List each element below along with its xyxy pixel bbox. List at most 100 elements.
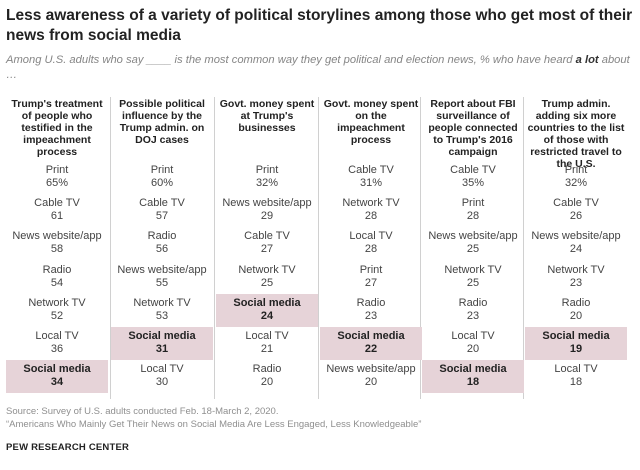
percent-value: 25 (260, 276, 274, 289)
percent-value: 20 (466, 343, 480, 355)
percent-value: 22 (364, 343, 378, 355)
column-header: Report about FBI surveillance of people … (428, 98, 518, 158)
column-header: Govt. money spent at Trump's businesses (219, 98, 315, 134)
percent-value: 36 (50, 343, 64, 355)
table-cell: Local TV 18 (525, 363, 627, 389)
column-header: Trump's treatment of people who testifie… (11, 98, 103, 158)
news-source-label: Radio (458, 296, 488, 309)
percent-value: 20 (260, 376, 274, 389)
subtitle-tail: about … (6, 54, 630, 81)
percent-value: 58 (50, 243, 64, 256)
table-cell: Local TV 30 (111, 363, 213, 389)
percent-value: 52 (50, 309, 64, 322)
news-source-label: Local TV (245, 330, 289, 342)
table-cell: Network TV 23 (525, 264, 627, 290)
column-divider (420, 97, 421, 399)
news-source-label: News website/app (12, 230, 102, 243)
table-cell: Cable TV 31% (320, 164, 422, 190)
percent-value: 20 (569, 309, 583, 322)
table-cell: Print 27 (320, 264, 422, 290)
table-cell: Social media 34 (6, 363, 108, 389)
percent-value: 18 (466, 376, 480, 389)
percent-value: 23 (364, 309, 378, 322)
column-header: Govt. money spent on the impeachment pro… (323, 98, 419, 146)
table-cell: Network TV 25 (422, 264, 524, 290)
table-cell: Network TV 53 (111, 297, 213, 323)
news-source-label: Network TV (444, 263, 502, 276)
news-source-label: Local TV (140, 363, 184, 376)
news-source-label: Cable TV (553, 197, 599, 210)
table-cell: Social media 24 (216, 297, 318, 323)
chart-title: Less awareness of a variety of political… (6, 7, 633, 44)
subtitle-emphasis: a lot (575, 54, 599, 66)
news-source-label: Radio (147, 230, 177, 243)
table-cell: Cable TV 35% (422, 164, 524, 190)
social-media-highlight (525, 327, 627, 361)
table-cell: Local TV 36 (6, 330, 108, 356)
news-source-label: Social media (23, 363, 91, 376)
table-cell: Print 28 (422, 197, 524, 223)
table-cell: Cable TV 26 (525, 197, 627, 223)
news-source-label: Print (255, 164, 279, 176)
news-source-label: Cable TV (450, 164, 496, 176)
percent-value: 32% (564, 177, 588, 189)
news-source-label: Print (45, 164, 69, 176)
percent-value: 19 (569, 343, 583, 355)
table-cell: Social media 31 (111, 330, 213, 356)
news-source-label: Local TV (451, 330, 495, 342)
table-cell: Print 32% (216, 164, 318, 190)
percent-value: 65% (45, 177, 69, 189)
table-cell: Radio 23 (422, 297, 524, 323)
news-source-label: Network TV (28, 296, 86, 309)
news-source-label: Social media (233, 296, 301, 309)
table-cell: News website/app 24 (525, 230, 627, 256)
table-cell: Cable TV 61 (6, 197, 108, 223)
news-source-label: Local TV (554, 363, 598, 376)
percent-value: 28 (466, 210, 480, 223)
news-source-label: Social media (128, 330, 196, 342)
news-source-label: Local TV (35, 330, 79, 342)
percent-value: 24 (569, 243, 583, 256)
percent-value: 24 (260, 309, 274, 322)
news-source-label: Radio (356, 296, 386, 309)
news-source-label: Network TV (133, 296, 191, 309)
percent-value: 27 (260, 243, 274, 256)
table-cell: Radio 20 (525, 297, 627, 323)
percent-value: 31% (359, 177, 383, 189)
percent-value: 60% (150, 177, 174, 189)
percent-value: 53 (155, 309, 169, 322)
news-source-label: Cable TV (244, 230, 290, 243)
table-cell: Radio 20 (216, 363, 318, 389)
table-cell: Radio 56 (111, 230, 213, 256)
table-cell: Local TV 21 (216, 330, 318, 356)
table-cell: Social media 19 (525, 330, 627, 356)
percent-value: 23 (466, 309, 480, 322)
percent-value: 23 (569, 276, 583, 289)
news-source-label: News website/app (222, 197, 312, 210)
news-source-label: Network TV (547, 263, 605, 276)
table-cell: Radio 23 (320, 297, 422, 323)
percent-value: 18 (569, 376, 583, 389)
news-source-label: Network TV (342, 197, 400, 210)
social-media-highlight (216, 293, 318, 327)
table-cell: News website/app 55 (111, 264, 213, 290)
social-media-highlight (111, 327, 213, 361)
table-cell: Cable TV 57 (111, 197, 213, 223)
column-divider (523, 97, 524, 399)
source-line: Source: Survey of U.S. adults conducted … (6, 406, 279, 417)
table-cell: Cable TV 27 (216, 230, 318, 256)
table-cell: News website/app 58 (6, 230, 108, 256)
percent-value: 20 (364, 376, 378, 389)
percent-value: 30 (155, 376, 169, 389)
table-cell: Print 65% (6, 164, 108, 190)
news-source-label: News website/app (117, 263, 207, 276)
percent-value: 25 (466, 276, 480, 289)
column-header: Trump admin. adding six more countries t… (527, 98, 625, 170)
news-source-label: Cable TV (348, 164, 394, 176)
percent-value: 28 (364, 210, 378, 223)
percent-value: 27 (364, 276, 378, 289)
table-cell: News website/app 25 (422, 230, 524, 256)
news-source-label: Social media (542, 330, 610, 342)
column-divider (318, 97, 319, 399)
